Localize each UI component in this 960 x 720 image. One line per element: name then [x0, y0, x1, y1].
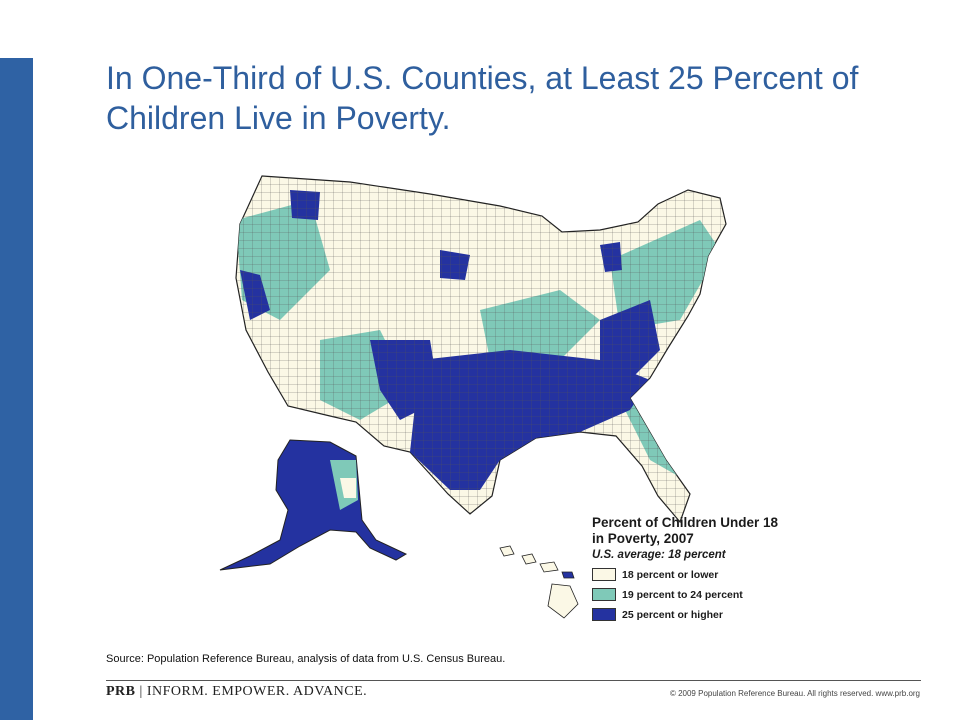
map-legend: Percent of Children Under 18 in Poverty,… [592, 515, 822, 621]
hawaii-big-island [547, 583, 579, 619]
slide-title: In One-Third of U.S. Counties, at Least … [106, 60, 859, 136]
legend-swatch-high [592, 608, 616, 621]
legend-swatch-low [592, 568, 616, 581]
legend-item-mid: 19 percent to 24 percent [592, 588, 822, 601]
legend-title-line1: Percent of Children Under 18 [592, 515, 779, 530]
legend-title-line2: in Poverty, 2007 [592, 531, 694, 546]
hawaii-island-2 [521, 553, 537, 565]
hawaii [499, 545, 579, 619]
alaska-low [340, 478, 356, 498]
alaska-outline [219, 439, 408, 571]
prb-logo: PRB [106, 684, 136, 699]
alaska [219, 439, 408, 571]
legend-label-low: 18 percent or lower [622, 568, 719, 581]
copyright-notice: © 2009 Population Reference Bureau. All … [669, 689, 920, 698]
brand-footer: PRB | INFORM. EMPOWER. ADVANCE. [106, 684, 367, 700]
brand-tagline: INFORM. EMPOWER. ADVANCE. [146, 684, 368, 699]
legend-us-average: U.S. average: 18 percent [592, 549, 726, 561]
legend-swatch-mid [592, 588, 616, 601]
legend-item-low: 18 percent or lower [592, 568, 822, 581]
hawaii-island-3 [539, 561, 559, 573]
footer-divider [106, 680, 921, 681]
contiguous-us [235, 175, 727, 524]
side-accent-bar [0, 58, 33, 720]
hawaii-island-4 [561, 571, 575, 579]
source-note: Source: Population Reference Bureau, ana… [106, 653, 506, 665]
hawaii-island-1 [499, 545, 515, 557]
legend-label-high: 25 percent or higher [622, 608, 723, 621]
brand-separator: | [139, 684, 143, 699]
legend-label-mid: 19 percent to 24 percent [622, 588, 743, 601]
us-county-poverty-map [219, 175, 727, 619]
legend-item-high: 25 percent or higher [592, 608, 822, 621]
